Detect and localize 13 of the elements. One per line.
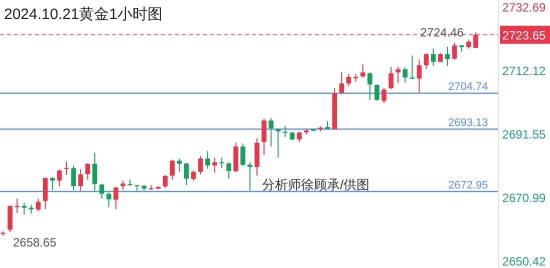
y-tick-label: 2650.42 [502,254,546,268]
annotation: 分析师徐顾承/供图 [262,177,370,192]
ref-line-label: 2672.95 [448,179,488,192]
y-tick-label: 2732.69 [502,0,546,14]
annotation: 2658.65 [13,236,57,250]
ref-line-label: 2704.74 [448,81,488,94]
y-tick-label: 2670.99 [502,191,546,206]
chart-title: 2024.10.21黄金1小时图 [4,6,162,23]
y-tick-label: 2712.12 [502,64,546,78]
y-tick-label: 2691.55 [502,128,546,142]
ref-line-label: 2693.13 [448,117,488,130]
annotation: 2724.46 [420,25,464,40]
ref-line-label: 2723.65 [502,28,546,42]
